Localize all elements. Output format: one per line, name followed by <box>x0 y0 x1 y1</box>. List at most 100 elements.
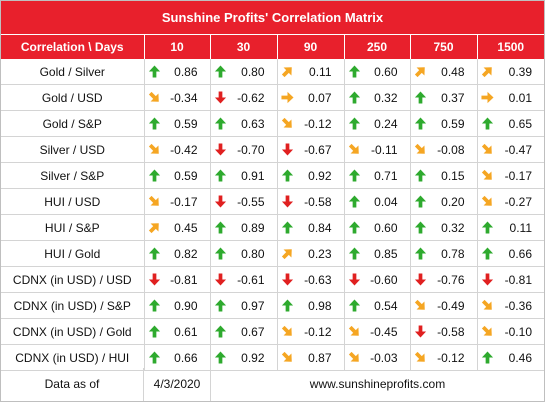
arrow-up-icon <box>481 351 493 364</box>
correlation-value: -0.12 <box>437 350 465 365</box>
arrow-down-icon <box>214 273 226 286</box>
correlation-value: 0.90 <box>174 298 198 313</box>
correlation-value: -0.58 <box>437 324 465 339</box>
correlation-value: 0.82 <box>174 246 198 261</box>
correlation-cell: -0.81 <box>477 266 544 293</box>
correlation-cell: 0.20 <box>410 188 478 215</box>
correlation-cell: -0.34 <box>144 84 211 111</box>
header-90-days: 90 <box>277 35 345 59</box>
correlation-value: -0.70 <box>237 142 265 157</box>
correlation-cell: -0.08 <box>410 136 478 163</box>
correlation-value: -0.17 <box>504 168 532 183</box>
arrow-up-icon <box>148 169 160 182</box>
arrow-down-right-icon <box>148 91 159 102</box>
correlation-value: 0.15 <box>441 168 465 183</box>
arrow-down-right-icon <box>148 195 159 206</box>
arrow-down-right-icon <box>281 325 292 336</box>
correlation-value: 0.04 <box>374 194 398 209</box>
correlation-cell: 0.59 <box>144 110 211 137</box>
arrow-right-icon <box>280 91 294 104</box>
correlation-value: -0.10 <box>504 324 532 339</box>
arrow-up-icon <box>281 221 293 234</box>
arrow-up-right-icon <box>281 67 292 78</box>
correlation-value: -0.47 <box>504 142 532 157</box>
pair-label: CDNX (in USD) / USD <box>1 266 145 293</box>
correlation-value: 0.80 <box>241 246 265 261</box>
correlation-value: 0.63 <box>241 116 265 131</box>
arrow-up-icon <box>348 117 360 130</box>
arrow-up-icon <box>281 169 293 182</box>
correlation-cell: -0.55 <box>210 188 278 215</box>
correlation-value: 0.54 <box>374 298 398 313</box>
arrow-up-icon <box>348 247 360 260</box>
correlation-cell: 0.71 <box>344 162 411 189</box>
correlation-cell: 0.11 <box>477 214 544 241</box>
arrow-up-icon <box>214 117 226 130</box>
correlation-cell: 0.92 <box>210 344 278 371</box>
arrow-down-icon <box>281 195 293 208</box>
arrow-right-icon <box>480 91 494 104</box>
correlation-cell: 0.45 <box>144 214 211 241</box>
arrow-up-right-icon <box>481 67 492 78</box>
correlation-cell: 0.46 <box>477 344 544 371</box>
correlation-cell: -0.81 <box>144 266 211 293</box>
correlation-value: -0.49 <box>437 298 465 313</box>
arrow-up-icon <box>148 117 160 130</box>
correlation-cell: 0.89 <box>210 214 278 241</box>
correlation-cell: -0.11 <box>344 136 411 163</box>
header-correlation-days: Correlation \ Days <box>1 35 145 59</box>
correlation-value: 0.65 <box>508 116 532 131</box>
correlation-value: 0.59 <box>441 116 465 131</box>
correlation-value: 0.85 <box>374 246 398 261</box>
correlation-value: -0.55 <box>237 194 265 209</box>
matrix-title: Sunshine Profits' Correlation Matrix <box>1 1 544 35</box>
correlation-value: 0.97 <box>241 298 265 313</box>
arrow-up-icon <box>414 195 426 208</box>
correlation-value: -0.58 <box>304 194 332 209</box>
correlation-cell: 0.67 <box>210 318 278 345</box>
arrow-up-icon <box>214 325 226 338</box>
correlation-cell: -0.70 <box>210 136 278 163</box>
arrow-up-icon <box>214 247 226 260</box>
arrow-up-icon <box>281 299 293 312</box>
correlation-cell: 0.97 <box>210 292 278 319</box>
correlation-cell: -0.17 <box>477 162 544 189</box>
correlation-cell: -0.62 <box>210 84 278 111</box>
correlation-value: 0.39 <box>508 64 532 79</box>
correlation-value: 0.67 <box>241 324 265 339</box>
arrow-down-right-icon <box>348 351 359 362</box>
correlation-cell: 0.32 <box>344 84 411 111</box>
correlation-value: -0.36 <box>504 298 532 313</box>
correlation-cell: -0.27 <box>477 188 544 215</box>
arrow-up-icon <box>414 247 426 260</box>
arrow-up-icon <box>348 195 360 208</box>
correlation-value: -0.63 <box>304 272 332 287</box>
correlation-cell: 0.63 <box>210 110 278 137</box>
correlation-cell: -0.61 <box>210 266 278 293</box>
correlation-value: 0.11 <box>509 220 532 235</box>
arrow-down-right-icon <box>481 169 492 180</box>
header-1500-days: 1500 <box>477 35 544 59</box>
arrow-down-right-icon <box>481 299 492 310</box>
correlation-value: 0.59 <box>174 116 198 131</box>
data-date: 4/3/2020 <box>144 368 211 401</box>
correlation-value: -0.27 <box>504 194 532 209</box>
correlation-cell: 0.32 <box>410 214 478 241</box>
arrow-up-icon <box>481 247 493 260</box>
arrow-up-icon <box>348 221 360 234</box>
pair-label: CDNX (in USD) / Gold <box>1 318 145 345</box>
correlation-value: 0.32 <box>374 90 398 105</box>
correlation-value: 0.80 <box>241 64 265 79</box>
arrow-up-icon <box>481 117 493 130</box>
correlation-value: -0.45 <box>370 324 398 339</box>
arrow-up-icon <box>414 117 426 130</box>
correlation-value: 0.86 <box>174 64 198 79</box>
correlation-value: -0.42 <box>170 142 198 157</box>
arrow-up-icon <box>414 91 426 104</box>
correlation-cell: -0.58 <box>277 188 345 215</box>
correlation-value: 0.71 <box>374 168 398 183</box>
arrow-down-right-icon <box>481 143 492 154</box>
arrow-down-right-icon <box>281 351 292 362</box>
correlation-value: 0.78 <box>441 246 465 261</box>
